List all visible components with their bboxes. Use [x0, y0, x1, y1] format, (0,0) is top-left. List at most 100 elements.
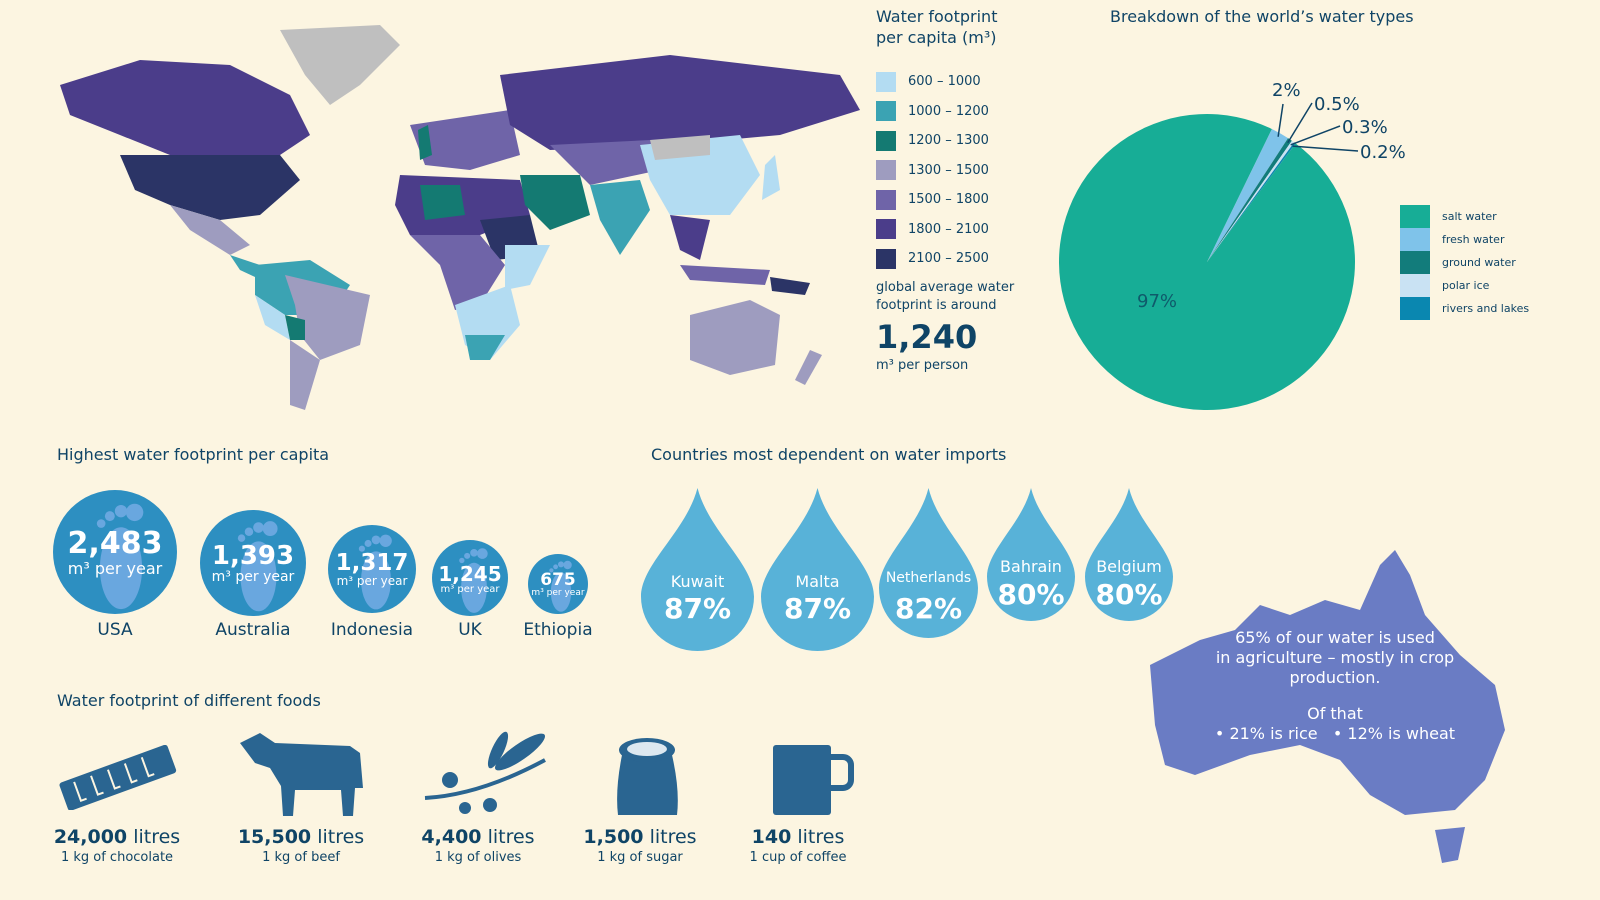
map-legend-item: 600 – 1000 — [876, 67, 989, 97]
legend-swatch — [876, 101, 896, 122]
footprint-value: 1,245 — [438, 561, 502, 586]
pie-legend: salt water fresh water ground water polar i… — [1400, 205, 1529, 320]
new-zealand — [795, 350, 822, 385]
country-label: UK — [458, 620, 482, 640]
country-label: Australia — [215, 620, 291, 640]
legend-label: 1300 – 1500 — [908, 162, 989, 178]
pie-label: 97% — [1137, 291, 1177, 312]
food-item: 140 litres 1 cup of coffee — [713, 826, 883, 865]
southeast-asia — [670, 215, 710, 260]
russia — [500, 55, 860, 150]
drop-belgium: Belgium 80% — [1085, 488, 1173, 621]
food-unit: litres — [649, 826, 697, 848]
australia-line-3: production. — [1289, 668, 1381, 687]
pie-legend-item: salt water — [1400, 205, 1529, 228]
australia-text: 65% of our water is used in agriculture … — [1180, 628, 1490, 744]
legend-swatch — [876, 189, 896, 210]
legend-label: 1200 – 1300 — [908, 133, 989, 149]
map-legend: 600 – 1000 1000 – 1200 1200 – 1300 1300 – 1… — [876, 67, 989, 274]
map-legend-item: 2100 – 2500 — [876, 244, 989, 274]
country-label: Indonesia — [330, 620, 414, 640]
pie-legend-item: fresh water — [1400, 228, 1529, 251]
footprint-unit: m³ per year — [440, 583, 500, 595]
greenland — [280, 25, 400, 105]
footprint-icon — [458, 548, 488, 613]
canada — [60, 60, 310, 155]
map-legend-item: 1000 – 1200 — [876, 97, 989, 127]
australia-line-5: • 21% is rice • 12% is wheat — [1214, 724, 1456, 743]
pie-title: Breakdown of the world’s water types — [1110, 7, 1414, 26]
country-label: USA — [97, 620, 133, 640]
cow-icon — [240, 733, 363, 816]
footprint-circle-australia: 1,393 m³ per year — [200, 510, 306, 616]
pie-legend-item: ground water — [1400, 251, 1529, 274]
pie-leader-line — [1287, 102, 1313, 144]
brazil — [285, 275, 370, 360]
pie-slice-rivers-and-lakes — [1207, 142, 1296, 262]
pie-leader-line — [1290, 125, 1341, 146]
food-desc: 1 kg of beef — [262, 850, 340, 865]
drop-kuwait: Kuwait 87% — [641, 488, 754, 651]
footprint-circle-usa: 2,483 m³ per year — [53, 490, 177, 614]
footprint-value: 675 — [540, 570, 576, 590]
drop-percent: 80% — [997, 578, 1065, 611]
pie-leader-line — [1277, 103, 1284, 137]
food-amount: 1,500 — [583, 826, 644, 848]
footprint-circle-indonesia: 1,317 m³ per year — [328, 525, 416, 613]
footprint-icon — [549, 560, 572, 612]
legend-swatch — [876, 130, 896, 151]
olive-branch-icon — [424, 731, 546, 814]
legend-swatch — [1400, 297, 1430, 320]
legend-label: rivers and lakes — [1442, 302, 1530, 315]
pie-slice-salt-water — [1059, 113, 1355, 410]
map-legend-item: 1500 – 1800 — [876, 185, 989, 215]
drop-country: Belgium — [1096, 557, 1162, 576]
pie-label: 2% — [1272, 80, 1301, 101]
food-desc: 1 kg of chocolate — [60, 850, 174, 865]
map-legend-item: 1800 – 2100 — [876, 215, 989, 245]
footprint-value: 1,317 — [335, 550, 409, 576]
pie-legend-item: rivers and lakes — [1400, 297, 1529, 320]
australia-line-1: 65% of our water is used — [1235, 628, 1435, 647]
map-legend-title-2: per capita (m³) — [876, 28, 997, 47]
water-drop-icon — [1085, 488, 1173, 621]
pie-leader-line — [1292, 145, 1359, 152]
avg-text-2: footprint is around — [876, 298, 997, 313]
australia-line-2: in agriculture – mostly in crop — [1215, 648, 1455, 667]
legend-swatch — [1400, 274, 1430, 297]
pie-label: 0.3% — [1342, 117, 1388, 138]
foods-title: Water footprint of different foods — [57, 691, 321, 710]
food-unit: litres — [487, 826, 535, 848]
drop-bahrain: Bahrain 80% — [987, 488, 1075, 621]
food-item: 4,400 litres 1 kg of olives — [393, 826, 563, 865]
mexico — [170, 205, 250, 255]
food-desc: 1 kg of olives — [434, 850, 522, 865]
pie-slice-polar-ice — [1207, 140, 1295, 262]
usa — [120, 155, 300, 220]
indonesia — [680, 265, 770, 285]
drop-country: Kuwait — [670, 572, 725, 591]
water-drop-icon — [879, 488, 978, 638]
footprint-value: 2,483 — [67, 526, 163, 561]
india — [590, 180, 650, 255]
map-legend-item: 1300 – 1500 — [876, 156, 989, 186]
food-desc: 1 cup of coffee — [749, 850, 847, 865]
drop-malta: Malta 87% — [761, 488, 874, 651]
food-unit: litres — [797, 826, 845, 848]
middle-east — [520, 175, 590, 230]
legend-label: polar ice — [1442, 279, 1490, 292]
footprint-circle-uk: 1,245 m³ per year — [432, 540, 508, 616]
footprint-icon — [359, 534, 393, 610]
pie-legend-item: polar ice — [1400, 274, 1529, 297]
drop-percent: 82% — [894, 592, 963, 625]
europe — [410, 110, 520, 170]
legend-swatch — [876, 71, 896, 92]
south-africa — [465, 335, 505, 360]
drop-percent: 87% — [663, 592, 732, 625]
drop-percent: 80% — [1095, 578, 1163, 611]
pie-slice-ground-water — [1207, 138, 1292, 262]
world-map — [60, 25, 860, 410]
legend-swatch — [876, 160, 896, 181]
uk — [418, 125, 432, 160]
drop-country: Malta — [795, 572, 840, 591]
